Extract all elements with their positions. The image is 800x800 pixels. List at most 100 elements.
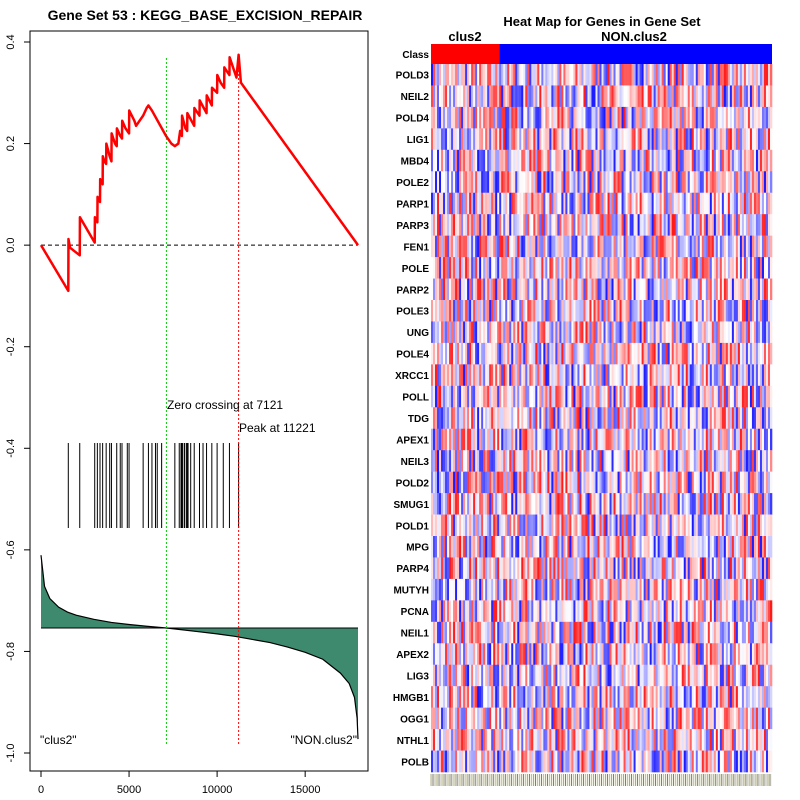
heat-cell — [739, 257, 743, 279]
heat-cell — [687, 171, 691, 194]
heat-cell — [695, 235, 699, 258]
heat-cell — [637, 450, 640, 472]
heat-cell — [619, 64, 622, 86]
heat-cell — [717, 321, 721, 344]
heat-cell — [477, 257, 480, 279]
heat-cell — [493, 643, 496, 666]
heat-cell — [497, 364, 500, 387]
heat-cell — [635, 278, 638, 301]
heat-cell — [449, 149, 452, 172]
heat-cell — [715, 321, 719, 344]
heat-cell — [741, 385, 745, 408]
heat-cell — [727, 600, 731, 623]
heat-cell — [731, 643, 735, 666]
heat-cell — [469, 214, 472, 236]
heat-cell — [689, 643, 693, 666]
heat-cell — [589, 192, 592, 215]
heat-cell — [587, 257, 590, 279]
heat-cell — [477, 278, 480, 301]
heat-cell — [597, 600, 600, 623]
heat-cell — [521, 664, 524, 687]
heat-cell — [697, 514, 701, 537]
heat-cell — [649, 600, 652, 623]
heat-cell — [445, 278, 448, 301]
heat-cell — [587, 85, 590, 108]
heat-cell — [751, 643, 755, 666]
heat-cell — [435, 471, 438, 494]
heat-cell — [649, 235, 652, 258]
heat-cell — [671, 385, 675, 408]
heat-cell — [433, 621, 436, 644]
heat-cell — [645, 557, 648, 580]
heat-cell — [509, 664, 512, 687]
heat-cell — [619, 128, 622, 151]
heat-cell — [605, 536, 608, 558]
heat-cell — [503, 85, 506, 108]
heat-cell — [673, 171, 677, 194]
heat-cell — [561, 257, 564, 279]
heat-cell — [449, 621, 452, 644]
heat-cell — [551, 536, 554, 558]
heat-cell — [721, 321, 725, 344]
heat-cell — [547, 536, 550, 558]
heat-cell — [767, 407, 771, 430]
heat-cell — [573, 300, 576, 322]
heat-cell — [693, 321, 697, 344]
heat-cell — [767, 514, 771, 537]
heat-cell — [467, 600, 470, 623]
heat-cell — [537, 643, 540, 666]
heat-cell — [467, 664, 470, 687]
heat-cell — [565, 278, 568, 301]
heat-cell — [657, 450, 660, 472]
heat-cell — [745, 643, 749, 666]
heat-cell — [539, 557, 542, 580]
heat-cell — [437, 557, 440, 580]
heat-cell — [753, 600, 757, 623]
heat-cell — [719, 621, 723, 644]
heat-cell — [473, 557, 476, 580]
heat-cell — [589, 643, 592, 666]
heat-cell — [433, 192, 436, 215]
heat-cell — [743, 428, 747, 451]
heat-cell — [647, 578, 650, 601]
heat-cell — [749, 471, 753, 494]
heat-cell — [499, 621, 502, 644]
heat-cell — [693, 471, 697, 494]
heat-cell — [641, 278, 644, 301]
heat-cell — [727, 514, 731, 537]
heat-cell — [763, 557, 767, 580]
heat-cell — [631, 450, 634, 472]
heat-cell — [527, 428, 530, 451]
heat-cell — [541, 514, 544, 537]
heat-cell — [499, 514, 502, 537]
heat-cell — [477, 235, 480, 258]
heat-cell — [685, 664, 689, 687]
heat-cell — [687, 407, 691, 430]
heat-cell — [509, 514, 512, 537]
heat-cell — [535, 64, 538, 86]
heat-cell — [747, 278, 751, 301]
heat-cell — [525, 257, 528, 279]
heat-cell — [457, 493, 460, 515]
heat-cell — [533, 536, 536, 558]
heat-cell — [651, 578, 654, 601]
heat-cell — [503, 557, 506, 580]
heat-cell — [515, 407, 518, 430]
heat-cell — [643, 557, 646, 580]
heat-cell — [481, 536, 484, 558]
heat-cell — [447, 514, 450, 537]
heat-cell — [655, 450, 658, 472]
heat-cell — [545, 235, 548, 258]
heat-cell — [637, 300, 640, 322]
heat-cell — [723, 64, 727, 86]
heat-cell — [751, 64, 755, 86]
heat-cell — [547, 214, 550, 236]
heat-cell — [477, 536, 480, 558]
heat-cell — [739, 278, 743, 301]
heat-cell — [609, 214, 612, 236]
heat-cell — [719, 664, 723, 687]
heat-cell — [601, 385, 604, 408]
heat-cell — [473, 321, 476, 344]
heat-cell — [717, 214, 721, 236]
heat-cell — [651, 64, 654, 86]
